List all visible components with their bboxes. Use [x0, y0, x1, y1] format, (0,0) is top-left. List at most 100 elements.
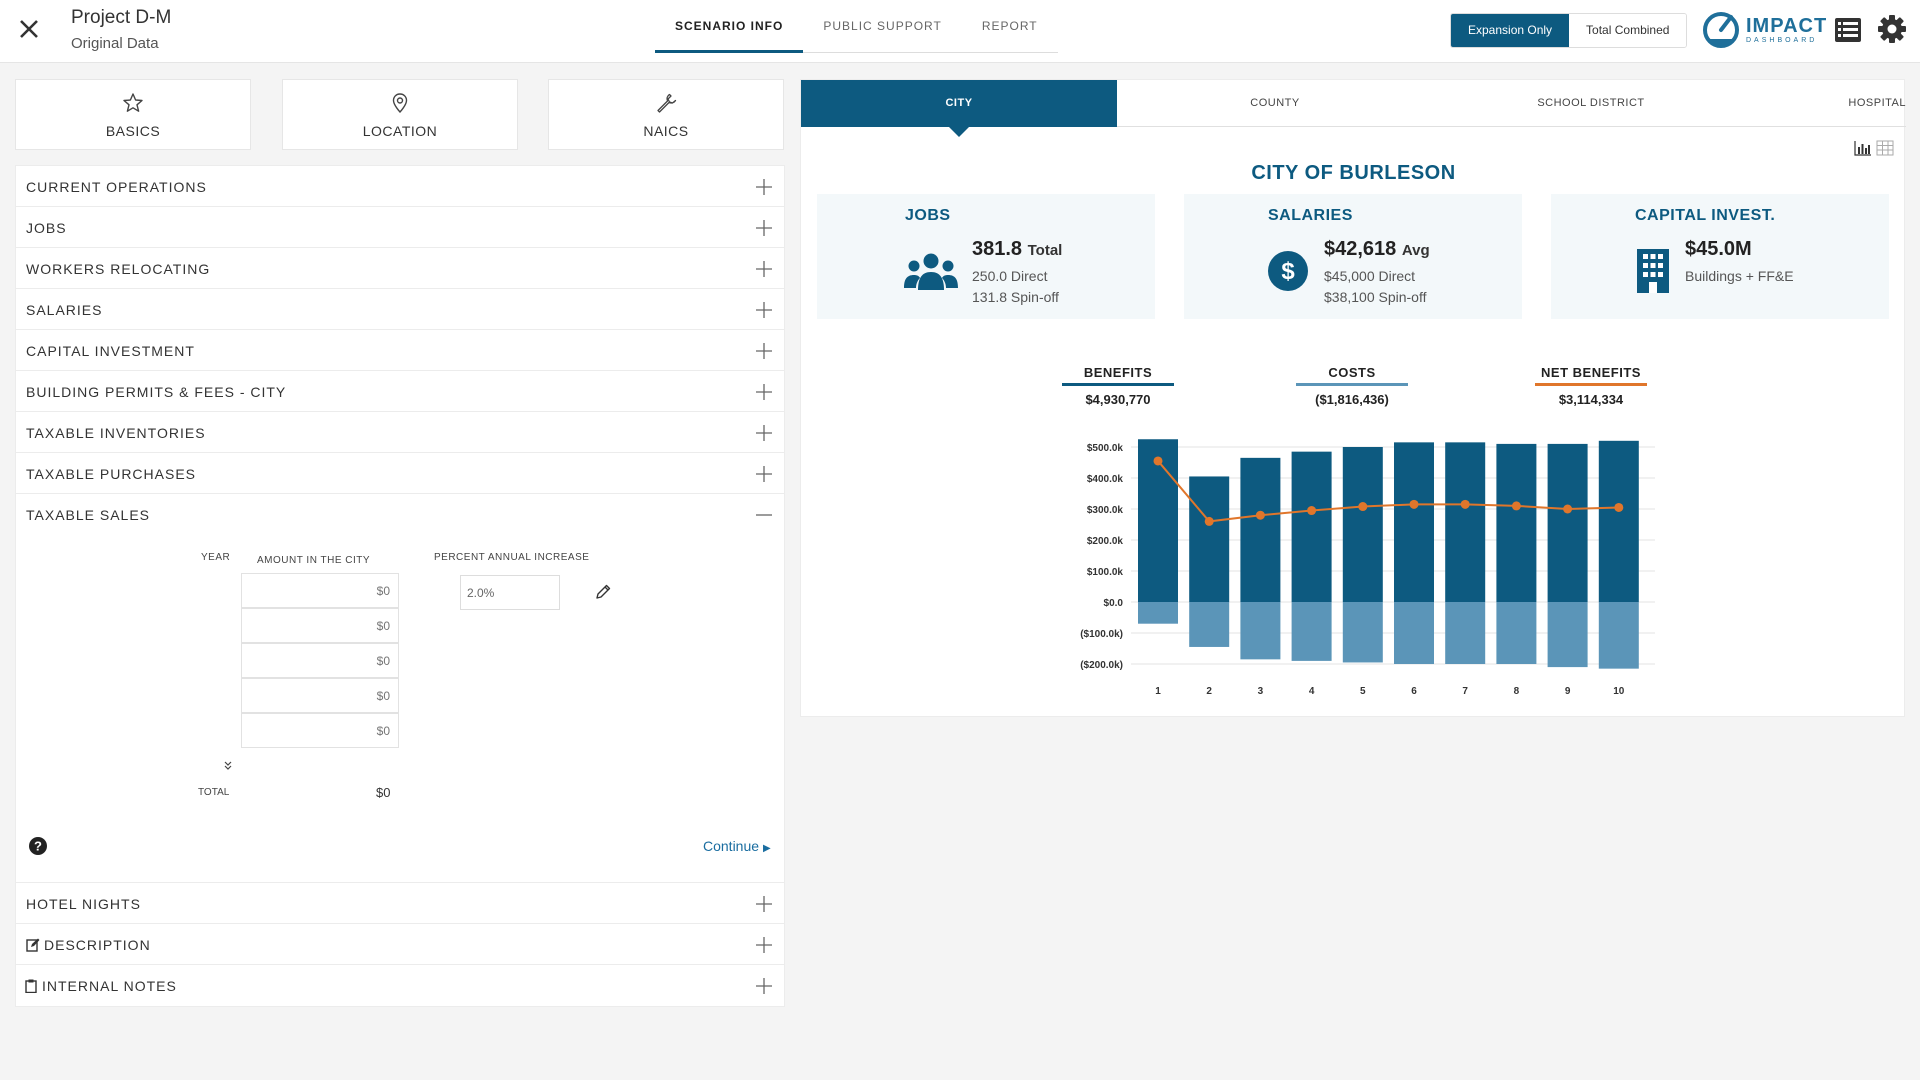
close-icon[interactable] [14, 14, 44, 44]
plus-icon[interactable] [754, 259, 774, 279]
list-view-icon[interactable] [1834, 17, 1862, 43]
salaries-card: SALARIES $ $42,618 Avg $45,000 Direct $3… [1184, 194, 1522, 319]
capital-card: CAPITAL INVEST. $45.0M Buildings + FF&E [1551, 194, 1889, 319]
tab-city[interactable]: CITY [801, 80, 1117, 137]
section-taxable-inventories[interactable]: TAXABLE INVENTORIES [16, 412, 784, 453]
tab-hospital[interactable]: HOSPITAL [1848, 97, 1906, 109]
section-hotel-nights[interactable]: HOTEL NIGHTS [16, 883, 784, 924]
section-workers-relocating[interactable]: WORKERS RELOCATING [16, 248, 784, 289]
section-taxable-purchases[interactable]: TAXABLE PURCHASES [16, 453, 784, 494]
net-benefits-point [1460, 499, 1470, 509]
plus-icon[interactable] [754, 976, 774, 996]
plus-icon[interactable] [754, 177, 774, 197]
section-label: TAXABLE SALES [26, 507, 151, 523]
edit-icon [26, 938, 40, 952]
plus-icon[interactable] [754, 382, 774, 402]
jurisdiction-tabs: CITY COUNTY SCHOOL DISTRICT HOSPITAL [801, 80, 1906, 137]
capital-title: CAPITAL INVEST. [1635, 207, 1776, 224]
plus-icon[interactable] [754, 935, 774, 955]
cost-bar [1496, 602, 1537, 664]
x-tick-label: 3 [1258, 686, 1264, 697]
table-view-icon[interactable] [1876, 140, 1894, 156]
plus-icon[interactable] [754, 300, 774, 320]
amount-input-year-1[interactable] [241, 573, 399, 608]
jobs-total-value: 381.8 [972, 238, 1023, 260]
tab-county[interactable]: COUNTY [1250, 97, 1300, 109]
section-salaries[interactable]: SALARIES [16, 289, 784, 330]
benefits-summary: BENEFITS $4,930,770 [1062, 365, 1174, 407]
location-card[interactable]: LOCATION [282, 79, 518, 150]
costs-label: COSTS [1328, 365, 1376, 380]
tab-scenario-info[interactable]: SCENARIO INFO [655, 0, 804, 53]
minus-icon[interactable] [754, 505, 774, 525]
plus-icon[interactable] [754, 218, 774, 238]
x-tick-label: 2 [1206, 686, 1212, 697]
city-title: CITY OF BURLESON [1251, 162, 1456, 184]
amount-input-year-5[interactable] [241, 713, 399, 748]
amount-input-year-3[interactable] [241, 643, 399, 678]
benefit-bar [1394, 442, 1434, 602]
project-subtitle: Original Data [71, 35, 159, 52]
main-tabs: SCENARIO INFO PUBLIC SUPPORT REPORT [655, 0, 1058, 53]
continue-link[interactable]: Continue ▶ [703, 838, 771, 854]
percent-increase-input[interactable] [460, 575, 560, 610]
section-label: BUILDING PERMITS & FEES - CITY [26, 384, 287, 400]
benefit-bar [1189, 476, 1230, 602]
amount-input-year-2[interactable] [241, 608, 399, 643]
amount-input-year-4[interactable] [241, 678, 399, 713]
salaries-title: SALARIES [1268, 207, 1353, 224]
section-internal-notes[interactable]: INTERNAL NOTES [16, 965, 784, 1006]
salaries-direct: $45,000 Direct [1324, 268, 1416, 284]
basics-card[interactable]: BASICS [15, 79, 251, 150]
net-benefits-point [1204, 516, 1214, 526]
view-toggle [1854, 140, 1894, 156]
benefit-bar [1240, 457, 1281, 602]
section-capital-investment[interactable]: CAPITAL INVESTMENT [16, 330, 784, 371]
net-benefits-point [1563, 504, 1573, 514]
bar-chart-icon[interactable] [1854, 140, 1872, 156]
section-current-operations[interactable]: CURRENT OPERATIONS [16, 166, 784, 207]
jobs-title: JOBS [905, 207, 951, 224]
section-label: WORKERS RELOCATING [26, 261, 211, 277]
plus-icon[interactable] [754, 341, 774, 361]
section-description[interactable]: DESCRIPTION [16, 924, 784, 965]
percent-header: PERCENT ANNUAL INCREASE [434, 552, 590, 563]
amount-header: AMOUNT IN THE CITY [257, 555, 371, 566]
jobs-direct: 250.0 Direct [972, 268, 1048, 284]
wrench-icon [657, 93, 677, 113]
gear-icon[interactable] [1877, 14, 1907, 44]
section-jobs[interactable]: JOBS [16, 207, 784, 248]
plus-icon[interactable] [754, 894, 774, 914]
capital-value: $45.0M [1685, 238, 1752, 260]
benefits-value: $4,930,770 [1085, 392, 1151, 407]
gauge-logo-icon [1703, 12, 1739, 48]
salaries-spinoff: $38,100 Spin-off [1324, 289, 1427, 305]
benefit-bar [1445, 442, 1486, 602]
plus-icon[interactable] [754, 464, 774, 484]
expansion-only-button[interactable]: Expansion Only [1451, 14, 1570, 47]
pencil-icon[interactable] [594, 583, 612, 601]
total-combined-button[interactable]: Total Combined [1569, 14, 1687, 47]
total-value: $0 [376, 785, 391, 800]
jobs-card: JOBS 381.8 Total 250.0 Direct 131.8 Spin… [817, 194, 1155, 319]
y-tick-label: $0.0 [1104, 598, 1124, 609]
naics-card[interactable]: NAICS [548, 79, 784, 150]
help-icon[interactable]: ? [28, 836, 48, 856]
chevron-double-down-icon[interactable] [222, 760, 234, 772]
tab-school-district[interactable]: SCHOOL DISTRICT [1537, 97, 1645, 109]
cost-bar [1138, 602, 1178, 624]
tab-report[interactable]: REPORT [981, 19, 1038, 33]
tab-public-support[interactable]: PUBLIC SUPPORT [823, 19, 942, 33]
logo-main-text: IMPACT [1746, 15, 1828, 37]
svg-text:?: ? [34, 839, 42, 854]
cost-bar [1342, 602, 1383, 663]
dollar-circle-icon: $ [1268, 251, 1308, 291]
x-tick-label: 10 [1613, 686, 1625, 697]
continue-label: Continue [703, 838, 760, 854]
y-tick-label: $200.0k [1087, 536, 1124, 547]
project-title: Project D-M [71, 7, 172, 28]
section-building-permits[interactable]: BUILDING PERMITS & FEES - CITY [16, 371, 784, 412]
section-taxable-sales[interactable]: TAXABLE SALES [16, 494, 784, 535]
y-tick-label: $400.0k [1087, 474, 1124, 485]
plus-icon[interactable] [754, 423, 774, 443]
